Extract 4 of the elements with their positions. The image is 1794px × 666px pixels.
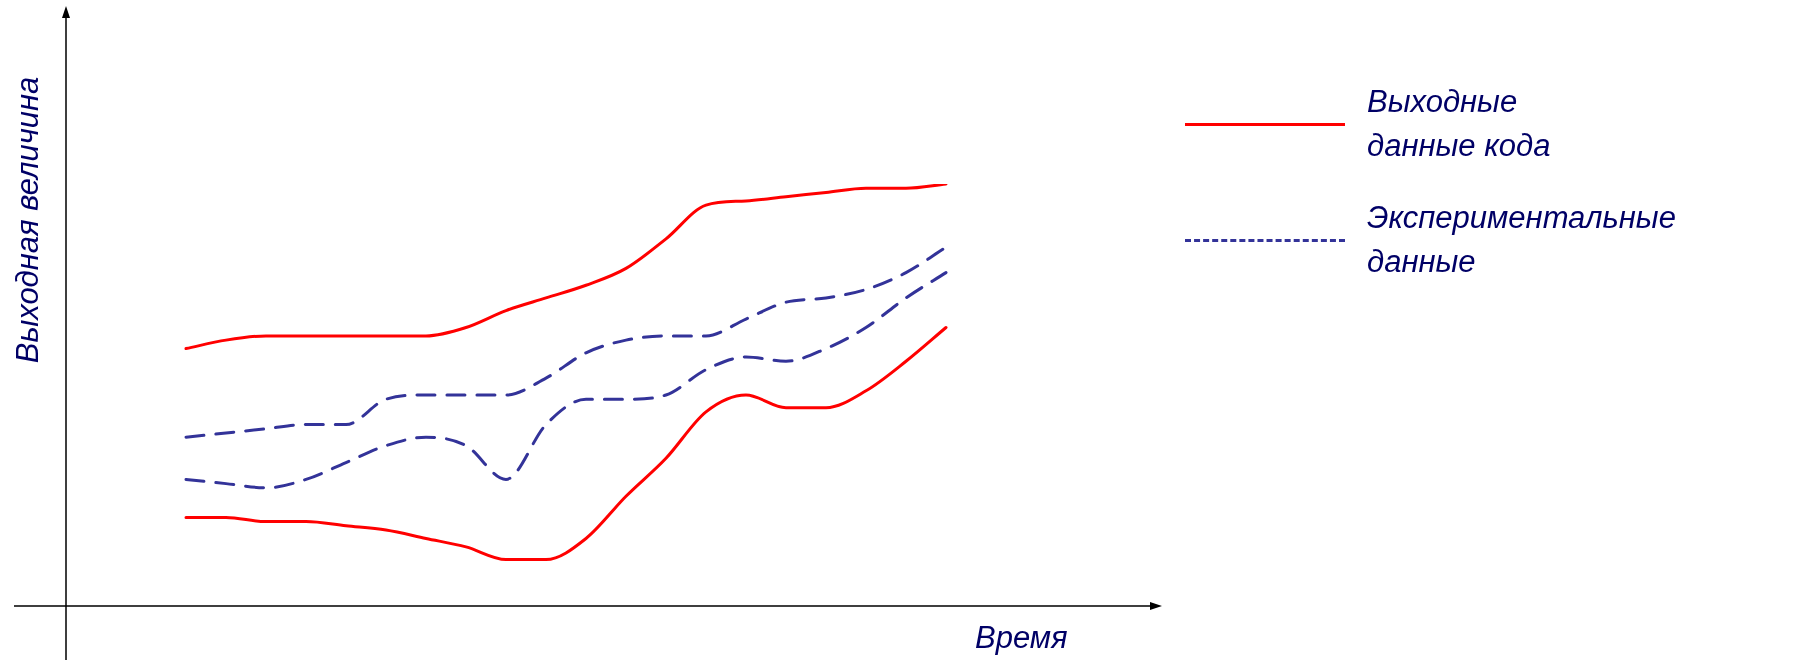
text: Выходные данные кода — [1367, 83, 1552, 165]
x-axis-title: Время — [975, 620, 1068, 656]
y-axis-title: Выходная величина — [10, 76, 46, 364]
text: Экспериментальные данные — [1367, 199, 1677, 281]
